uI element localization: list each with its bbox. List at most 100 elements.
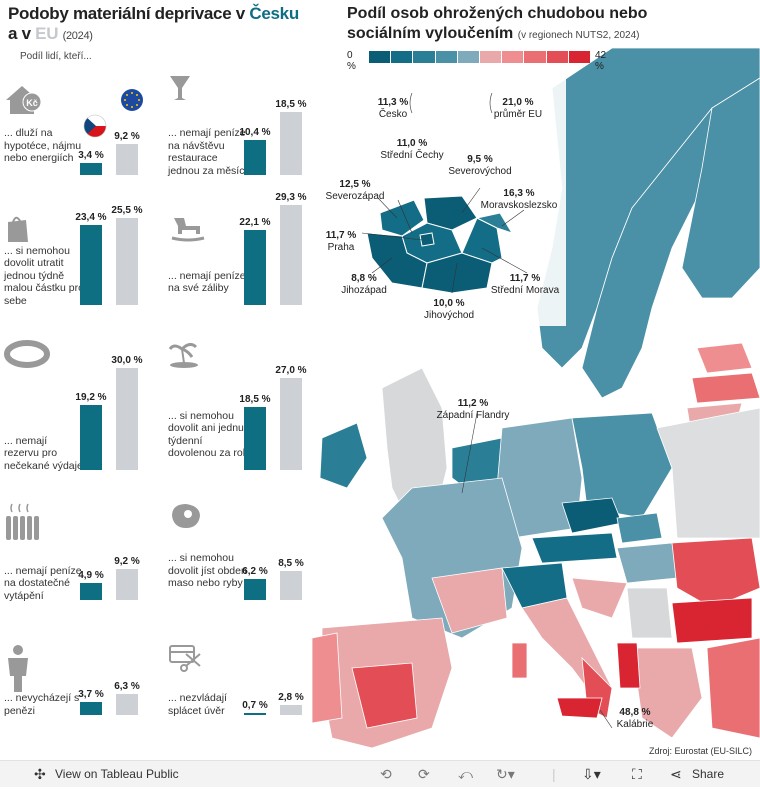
bar-eu	[116, 568, 138, 600]
bar-cz	[80, 163, 102, 175]
legend-swatch	[435, 51, 457, 63]
value-label-cz: 4,9 %	[78, 570, 104, 582]
region-sardinia	[511, 642, 528, 679]
cz-region-moravskoslezsko	[475, 212, 514, 234]
cocktail-icon	[168, 72, 192, 109]
category-label: ... nemají peníze na návštěvu restaurace…	[168, 127, 246, 177]
label-severovychod: 9,5 % Severovýchod	[448, 154, 512, 177]
left-title: Podoby materiální deprivace v Česku a v …	[8, 4, 299, 43]
category-label: ... nemají peníze na dostatečné vytápění	[4, 564, 82, 602]
bar-eu	[280, 571, 302, 600]
label-zapadni-flandry: 11,2 % Západní Flandry	[436, 398, 510, 421]
legend-swatch	[480, 51, 502, 63]
region-romania	[671, 537, 760, 609]
region-slovakia	[616, 512, 663, 544]
legend-swatch	[413, 51, 435, 63]
region-france-south	[431, 567, 508, 634]
value-label-cz: 19,2 %	[75, 391, 107, 403]
cz-region-praha	[419, 232, 435, 247]
svg-text:Kč: Kč	[26, 98, 38, 108]
bar-cz	[80, 583, 102, 600]
value-label-eu: 9,2 %	[114, 555, 140, 567]
value-label-eu: 30,0 %	[111, 355, 143, 366]
legend-swatch	[524, 51, 546, 63]
value-label-cz: 3,4 %	[78, 150, 104, 162]
bar-eu	[116, 693, 138, 715]
redo-icon[interactable]: ⟳	[418, 766, 430, 782]
value-label-eu: 6,3 %	[114, 680, 140, 692]
toolbar-divider: |	[552, 766, 556, 782]
tableau-toolbar: ✣ View on Tableau Public ⟲ ⟳ ⤺ ↻▾ | ⇩▾ ⛶…	[0, 760, 760, 787]
bar-eu	[280, 205, 302, 305]
label-kalabrie: 48,8 % Kalábrie	[616, 707, 654, 730]
steak-icon	[168, 502, 204, 537]
bar-eu	[116, 368, 138, 470]
bar-cz	[244, 139, 266, 175]
europe-map	[312, 48, 760, 760]
category-label: ... nemají peníze na své záliby	[168, 269, 246, 295]
cz-region-stredni-morava	[461, 217, 503, 264]
legend-swatch	[568, 51, 590, 63]
value-label-eu: 9,2 %	[114, 130, 140, 142]
region-andalusia	[351, 662, 418, 729]
bar-cz	[80, 404, 102, 470]
fullscreen-icon[interactable]: ⛶	[632, 766, 642, 782]
region-hungary	[616, 542, 678, 584]
download-icon[interactable]: ⇩▾	[582, 766, 601, 782]
deprivation-card: ... nezvládají splácet úvěr 0,7 % 2,8 %	[168, 640, 318, 805]
region-belarus-ukraine	[656, 407, 760, 539]
category-label: ... dluží na hypotéce, nájmu nebo energi…	[4, 127, 82, 164]
value-label-cz: 22,1 %	[239, 216, 271, 228]
bar-eu	[280, 378, 302, 470]
category-label: ... si nemohou dovolit utratit jednou tý…	[4, 244, 84, 307]
view-on-tableau-link[interactable]: View on Tableau Public	[55, 767, 179, 781]
map-title: Podíl osob ohrožených chudobou nebo soci…	[347, 5, 648, 42]
region-portugal	[312, 632, 343, 724]
house-icon: Kč	[4, 82, 44, 121]
deprivation-card: ... si nemohou dovolit utratit jednou tý…	[4, 205, 154, 373]
bar-cz	[244, 578, 266, 600]
bar-eu	[280, 112, 302, 175]
category-label: ... nevycházejí s penězi	[4, 692, 80, 717]
bar-eu	[116, 218, 138, 305]
bar-eu	[116, 143, 138, 175]
value-label-eu: 27,0 %	[275, 365, 307, 377]
value-label-cz: 3,7 %	[78, 689, 104, 701]
share-icon[interactable]: ⋖	[670, 766, 682, 782]
category-label: ... si nemohou dovolit jíst obden maso n…	[168, 552, 247, 589]
deprivation-card: ... nemají peníze na své záliby 22,1 % 29,…	[168, 192, 318, 373]
legend-swatch	[457, 51, 479, 63]
region-sweden	[581, 107, 733, 399]
source-note: Zdroj: Eurostat (EU-SILC)	[648, 746, 752, 756]
eu-flag-icon	[121, 89, 143, 111]
value-label-eu: 2,8 %	[278, 692, 304, 704]
legend-swatch	[502, 51, 524, 63]
deprivation-card: Kč ... dluží na hypotéce, nájmu nebo ener…	[4, 78, 154, 243]
deprivation-card: ... si nemohou dovolit jíst obden maso n…	[168, 498, 318, 663]
label-jihovychod: 10,0 % Jihovýchod	[423, 298, 475, 321]
bar-cz	[244, 712, 266, 715]
region-turkey	[706, 637, 760, 739]
region-finland	[681, 77, 760, 299]
region-croatia	[571, 577, 628, 619]
share-button[interactable]: Share	[692, 767, 725, 781]
cz-region-severovychod	[423, 195, 478, 231]
person-icon	[4, 644, 32, 699]
label-cesko: 11,3 % Česko	[377, 97, 409, 120]
deprivation-card: ... nemají rezervu pro nečekané výdaje 19…	[4, 335, 154, 500]
legend-swatch	[391, 51, 413, 63]
region-ireland	[319, 422, 368, 489]
undo-icon[interactable]: ⟲	[380, 766, 392, 782]
value-label-cz: 0,7 %	[242, 699, 268, 711]
label-stredni-cechy: 11,0 % Střední Čechy	[380, 138, 444, 161]
value-label-eu: 29,3 %	[275, 192, 307, 204]
rocking-horse-icon	[168, 212, 208, 247]
refresh-icon[interactable]: ↻▾	[496, 766, 515, 782]
value-label-eu: 8,5 %	[278, 558, 304, 570]
region-latvia	[691, 372, 760, 404]
radiator-icon	[4, 502, 44, 547]
revert-icon[interactable]: ⤺	[458, 766, 473, 782]
cz-region-severozapad	[379, 199, 425, 237]
bar-cz	[80, 702, 102, 715]
label-praha: 11,7 % Praha	[325, 230, 357, 253]
